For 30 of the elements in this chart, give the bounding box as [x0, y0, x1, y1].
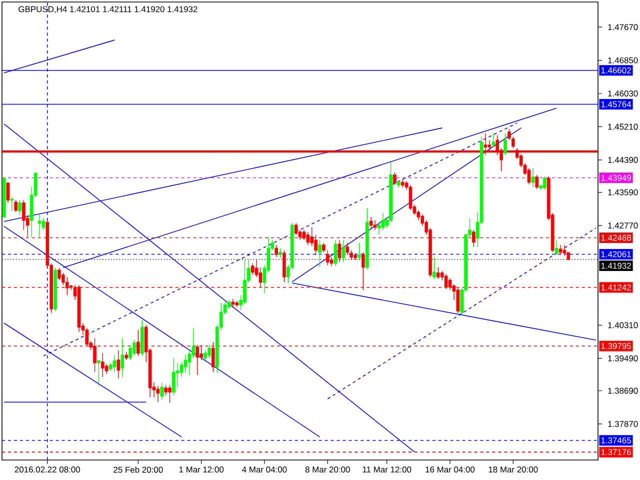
- chart-title: GBPUSD,H4 1.42101 1.42111 1.41920 1.41932: [18, 6, 198, 14]
- x-tick-label: 1 Mar 12:00: [179, 466, 224, 473]
- x-tick-label: 16 Mar 04:00: [426, 466, 475, 473]
- ref-line-label: 1.37465: [601, 437, 631, 444]
- y-tick-label: 1.46030: [608, 90, 638, 97]
- x-tick-label: 8 Mar 20:00: [305, 466, 350, 473]
- ref-line-label: 1.37176: [601, 449, 631, 456]
- x-tick-label: 25 Feb 20:00: [114, 466, 163, 473]
- ref-line-label: 1.45764: [601, 101, 632, 108]
- y-tick-label: 1.45210: [608, 124, 638, 130]
- y-tick-label: 1.40310: [608, 322, 638, 328]
- y-tick-label: 1.43590: [608, 189, 638, 196]
- ref-line-label: 1.41242: [601, 284, 631, 290]
- y-tick-label: 1.39490: [608, 355, 638, 362]
- x-tick-label: 2016.02.22 08:00: [14, 466, 80, 473]
- ref-line-label: 1.42468: [601, 234, 631, 241]
- x-tick-label: 11 Mar 12:00: [362, 466, 412, 473]
- y-tick-label: 1.42770: [608, 222, 638, 229]
- ref-line-label: 1.41932: [601, 262, 631, 269]
- y-tick-label: 1.37870: [608, 420, 638, 427]
- ref-line-label: 1.46602: [601, 67, 631, 74]
- x-tick-label: 18 Mar 20:00: [488, 466, 538, 473]
- ref-line-label: 1.43949: [601, 174, 631, 181]
- ref-line-label: 1.39795: [601, 343, 631, 349]
- ref-line-label: 1.42061: [601, 251, 631, 258]
- y-tick-label: 1.38690: [608, 388, 638, 394]
- y-tick-label: 1.46850: [608, 57, 638, 64]
- x-tick-label: 4 Mar 04:00: [242, 466, 287, 473]
- y-tick-label: 1.47670: [608, 24, 638, 30]
- y-tick-label: 1.44390: [608, 156, 638, 163]
